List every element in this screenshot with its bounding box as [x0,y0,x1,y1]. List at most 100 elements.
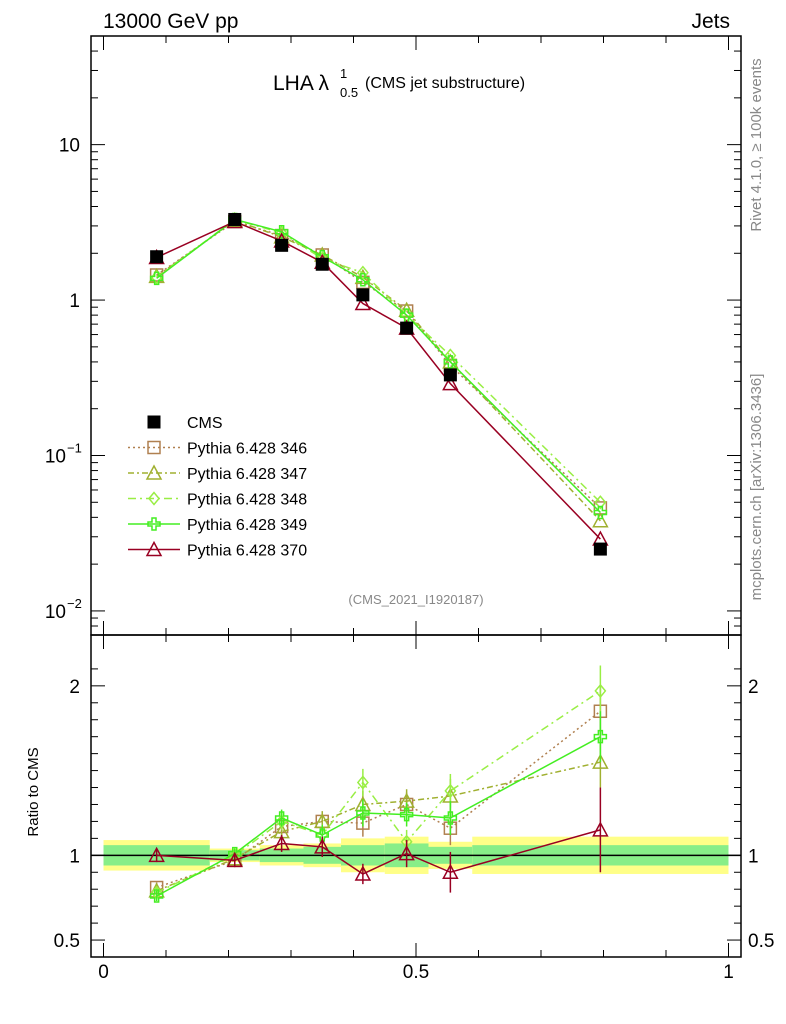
legend: CMS Pythia 6.428 346 Pythia 6.428 347 Pythi… [128,415,307,560]
legend-marker-cms [147,415,161,429]
series-point-p348 [356,265,369,280]
series-point-p347 [354,268,372,285]
series-point-p349 [356,273,370,287]
y-tick-label: 10 [45,446,66,467]
ratio-y-tick-label-right: 2 [748,677,759,698]
ratio-y-tick-label: 2 [69,677,80,698]
ratio-line-p349 [156,736,601,897]
series-point-p347 [592,512,609,528]
legend-label-p346: Pythia 6.428 346 [187,441,307,458]
ratio-point-p348 [356,775,369,790]
ratio-point-p349 [274,811,289,825]
ratio-y-tick-label-right: 0.5 [748,931,774,952]
cms-data-point [593,542,607,556]
ratio-line-p346 [156,710,601,889]
ratio-point-p349 [593,729,608,744]
marker-cross-shape [274,811,289,825]
cms-data-point [228,212,242,226]
legend-label-p370: Pythia 6.428 370 [187,543,307,560]
header-right-label: Jets [691,10,730,33]
ratio-point-p347 [592,753,609,769]
series-line-p370 [156,220,601,540]
ratio-panel-frame [90,634,742,958]
ratio-point-p349 [443,811,458,825]
series-point-p348 [594,495,607,510]
ratio-point-p370 [273,834,290,851]
marker-cross-shape [443,355,458,369]
cms-data-point [315,257,329,271]
series-point-p370 [442,375,459,391]
ratio-point-p370 [313,838,331,854]
svg-text:LHA λ: LHA λ [273,72,330,95]
cms-data-point [150,250,164,264]
legend-marker-p370 [145,540,163,557]
uncertainty-band-layer [91,836,741,874]
series-line-p347 [156,219,601,522]
marker-cross-shape [315,828,329,842]
ratio-point-p349 [315,828,329,842]
marker-cross-shape [149,271,164,286]
mcplots-label: mcplots.cern.ch [arXiv:1306.3436] [748,374,765,601]
ratio-point-p370 [442,863,459,880]
legend-label-p347: Pythia 6.428 347 [187,466,307,483]
series-point-p349 [443,355,458,369]
series-layer [148,211,609,903]
y-tick-label: 10 [45,602,66,623]
ratio-line-p348 [156,690,601,894]
marker-cross-shape [593,505,608,520]
ratio-point-p370 [354,865,372,881]
marker-cross-shape [399,308,414,322]
legend-label-cms: CMS [187,415,223,432]
legend-marker-p347 [145,464,163,480]
marker-cross-shape [147,517,161,531]
series-line-p349 [156,218,601,513]
header-left-label: 13000 GeV pp [103,10,238,33]
y-tick-label: 10 [59,136,80,157]
y-tick-label: 1 [69,291,80,312]
legend-marker-p346 [147,440,161,455]
ratio-point-p370 [398,845,415,861]
series-line-p346 [156,220,601,509]
marker-cross-shape [356,273,370,287]
series-point-p349 [593,505,608,520]
ratio-y-tick-label: 1 [69,846,80,867]
x-tick-label: 0.5 [403,962,429,983]
cms-data-point [443,368,457,382]
series-point-p347 [398,301,415,317]
title-superscript: 1 [340,66,347,81]
ratio-point-p370 [226,851,244,868]
ratio-axis-label: Ratio to CMS [25,747,42,836]
y-tick-exponent: −1 [67,440,82,455]
ratio-point-p349 [399,807,414,822]
legend-marker-p349 [147,517,161,531]
series-point-p349 [399,308,414,322]
ratio-line-p347 [156,761,601,892]
title-parenthetical: (CMS jet substructure) [365,75,525,92]
ratio-point-p348 [444,783,457,799]
title-main: LHA λ [273,72,330,95]
legend-label-p349: Pythia 6.428 349 [187,517,307,534]
marker-cross-shape [399,807,414,822]
ratio-point-p370 [148,846,165,863]
legend-marker-p348 [148,491,160,506]
cms-data-point [356,288,370,302]
rivet-version-label: Rivet 4.1.0, ≥ 100k events [748,58,765,231]
analysis-watermark: (CMS_2021_I1920187) [348,592,483,607]
ratio-y-tick-label-right: 1 [748,846,759,867]
series-point-p349 [149,271,164,286]
marker-cross-shape [593,729,608,744]
title-subscript: 0.5 [340,85,358,100]
marker-cross-shape [443,811,458,825]
marker-cross-shape [149,889,164,903]
ratio-y-tick-label: 0.5 [54,931,80,952]
legend-label-p348: Pythia 6.428 348 [187,492,307,509]
x-tick-label: 0 [98,962,109,983]
series-line-p348 [156,218,601,503]
ratio-point-p349 [149,889,164,903]
plot-title: LHA λ 1 0.5 (CMS jet substructure) [273,66,525,100]
ratio-point-p348 [594,683,607,699]
ratio-line-p370 [156,829,601,875]
cms-data-point [400,321,414,335]
